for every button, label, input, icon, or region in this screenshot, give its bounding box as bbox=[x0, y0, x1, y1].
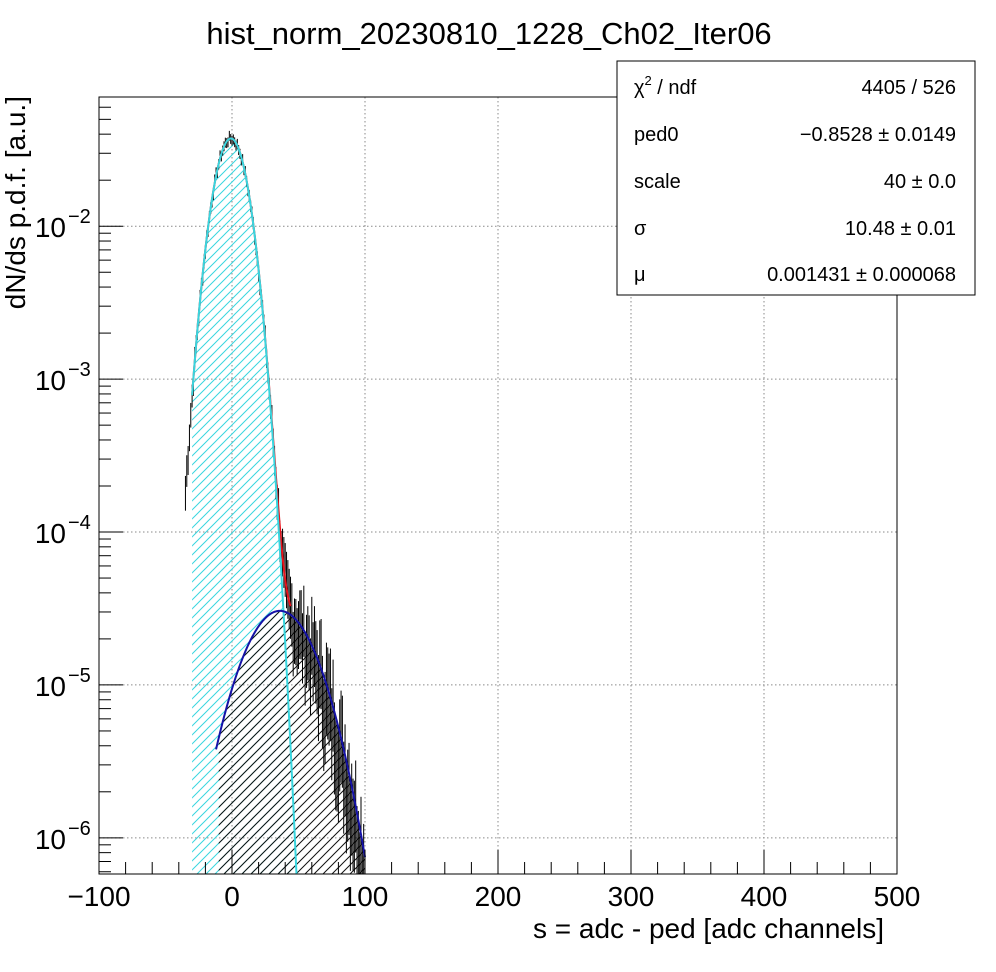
stats-label: scale bbox=[634, 171, 681, 193]
x-tick-label: 200 bbox=[475, 881, 522, 912]
y-tick-label: 10 −4 bbox=[35, 512, 91, 549]
x-tick-labels: −100 0 100 200 300 400 500 bbox=[67, 881, 920, 912]
stats-row: σ 10.48 ± 0.01 bbox=[634, 218, 956, 240]
x-tick-label: 100 bbox=[342, 881, 389, 912]
y-tick-exponent: −6 bbox=[68, 818, 91, 840]
stats-value: 10.48 ± 0.01 bbox=[845, 218, 956, 240]
signal-fill bbox=[218, 610, 365, 874]
y-tick-exponent: −5 bbox=[68, 665, 91, 687]
y-tick-base: 10 bbox=[35, 212, 66, 243]
y-tick-base: 10 bbox=[35, 824, 66, 855]
stats-value: 0.001431 ± 0.000068 bbox=[767, 264, 956, 286]
axis-ticks bbox=[98, 96, 898, 874]
y-tick-label: 10 −6 bbox=[35, 818, 91, 855]
y-axis-label: dN/ds p.d.f. [a.u.] bbox=[0, 96, 31, 309]
x-tick-label: 500 bbox=[874, 881, 921, 912]
stats-label: μ bbox=[634, 264, 646, 286]
stats-row: μ 0.001431 ± 0.000068 bbox=[634, 264, 956, 286]
stats-value: −0.8528 ± 0.0149 bbox=[800, 124, 956, 146]
stats-label: χ2 / ndf bbox=[634, 73, 697, 99]
stats-row: scale 40 ± 0.0 bbox=[634, 171, 956, 193]
stats-row: χ2 / ndf 4405 / 526 bbox=[634, 73, 956, 99]
stats-label: ped0 bbox=[634, 124, 679, 146]
stats-row: ped0 −0.8528 ± 0.0149 bbox=[634, 124, 956, 146]
y-tick-label: 10 −2 bbox=[35, 206, 91, 243]
y-tick-base: 10 bbox=[35, 518, 66, 549]
x-tick-label: −100 bbox=[67, 881, 130, 912]
y-tick-exponent: −4 bbox=[68, 512, 91, 534]
y-tick-label: 10 −3 bbox=[35, 359, 91, 396]
y-tick-exponent: −3 bbox=[68, 359, 91, 381]
y-tick-base: 10 bbox=[35, 365, 66, 396]
signal-fit-curve bbox=[215, 609, 366, 858]
y-tick-label: 10 −5 bbox=[35, 665, 91, 702]
stats-label: σ bbox=[634, 218, 647, 240]
stats-value: 40 ± 0.0 bbox=[884, 171, 956, 193]
x-tick-label: 300 bbox=[608, 881, 655, 912]
y-tick-labels: 10−210−310−410−510−6 bbox=[35, 206, 91, 855]
x-axis-label: s = adc - ped [adc channels] bbox=[533, 913, 884, 944]
stats-box: χ2 / ndf 4405 / 526 ped0 −0.8528 ± 0.0149 sc… bbox=[616, 60, 976, 296]
stats-value: 4405 / 526 bbox=[861, 77, 956, 99]
y-tick-exponent: −2 bbox=[68, 206, 91, 228]
x-tick-label: 400 bbox=[741, 881, 788, 912]
chart-title: hist_norm_20230810_1228_Ch02_Iter06 bbox=[206, 16, 771, 51]
x-tick-label: 0 bbox=[224, 881, 240, 912]
pedestal-fit-curve bbox=[191, 137, 298, 874]
y-tick-base: 10 bbox=[35, 671, 66, 702]
